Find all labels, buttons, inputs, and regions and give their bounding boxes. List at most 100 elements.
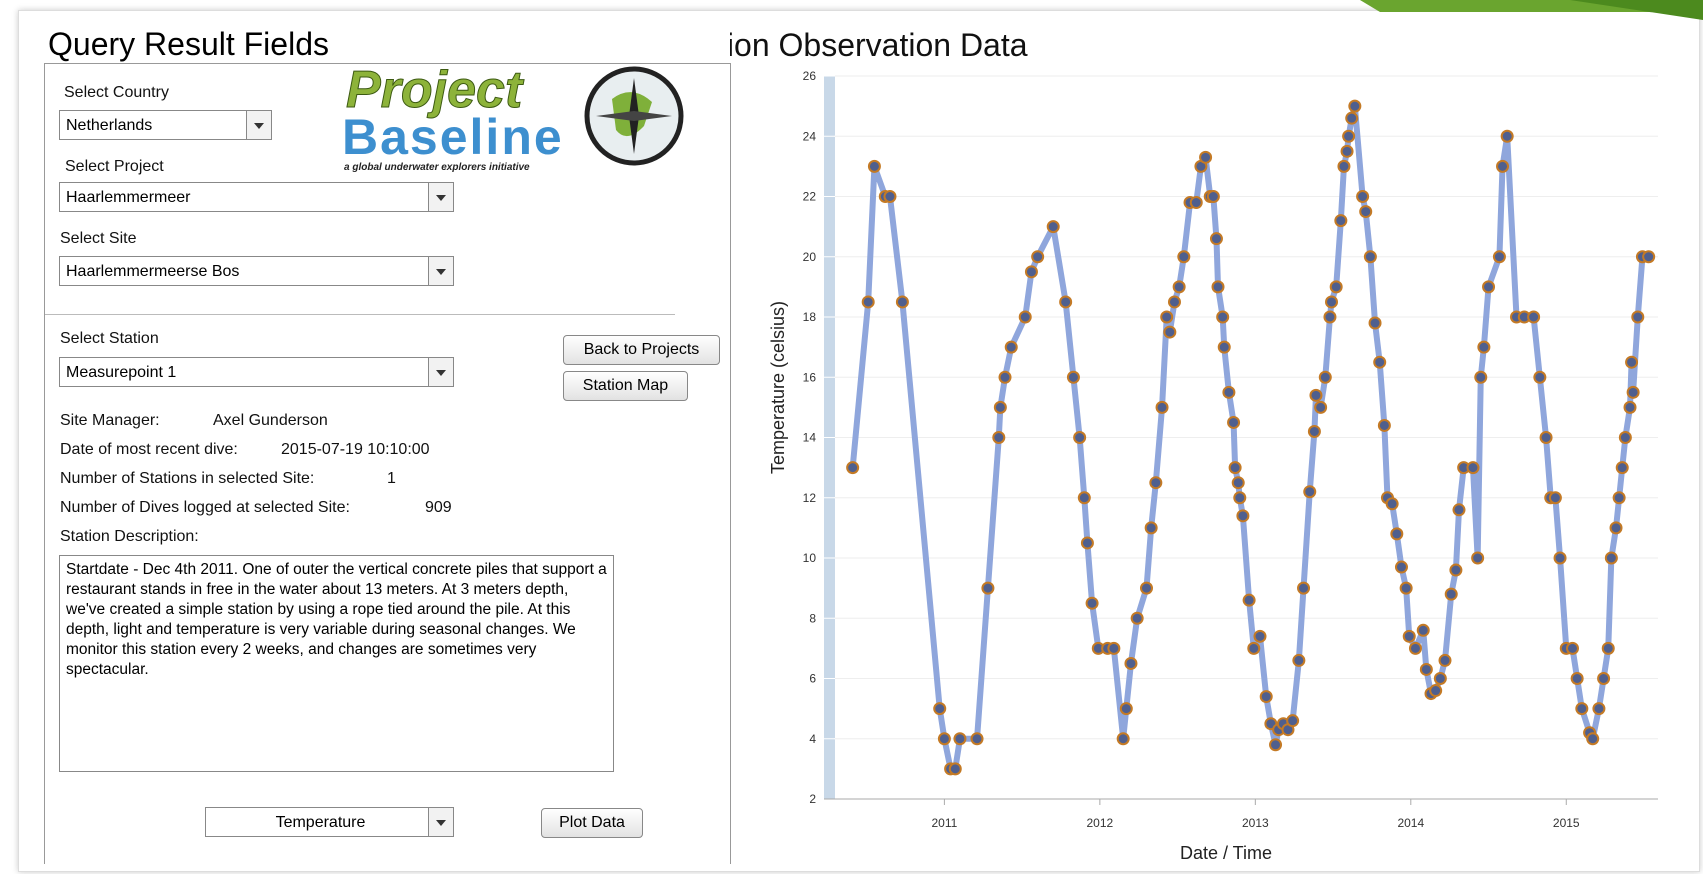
data-point (1227, 415, 1241, 429)
y-tick-label: 2 (809, 792, 816, 806)
country-select[interactable]: Netherlands (59, 110, 272, 140)
data-point (1399, 581, 1413, 595)
plot-button[interactable]: Plot Data (541, 808, 643, 838)
data-point (1325, 295, 1339, 309)
x-tick-label: 2013 (1242, 816, 1269, 830)
data-point (1318, 370, 1332, 384)
logo: Project Baseline a global underwater exp… (342, 61, 687, 174)
parameter-select[interactable]: Temperature (205, 807, 454, 837)
data-point (1419, 662, 1433, 676)
data-point (1345, 111, 1359, 125)
data-point (1631, 310, 1645, 324)
data-point (1222, 385, 1236, 399)
data-point (1077, 491, 1091, 505)
data-point (1216, 310, 1230, 324)
x-tick-label: 2014 (1397, 816, 1424, 830)
data-point (1018, 310, 1032, 324)
description-label: Station Description: (60, 528, 199, 545)
data-point (1471, 551, 1485, 565)
station-value: Measurepoint 1 (66, 364, 177, 381)
data-point (1334, 214, 1348, 228)
data-point (1604, 551, 1618, 565)
parameter-value: Temperature (275, 814, 366, 831)
logo-compass (584, 66, 684, 166)
x-tick-label: 2011 (931, 816, 957, 830)
data-point (1500, 129, 1514, 143)
data-point (1303, 485, 1317, 499)
back-button[interactable]: Back to Projects (563, 335, 720, 365)
data-point (1615, 461, 1629, 475)
station-label: Select Station (60, 330, 159, 347)
data-point (1597, 672, 1611, 685)
data-point (1390, 527, 1404, 541)
frame (18, 10, 1700, 872)
data-point (1211, 280, 1225, 294)
data-point (1496, 159, 1510, 173)
data-point (1359, 205, 1373, 219)
series-line (849, 103, 1649, 772)
data-point (1177, 250, 1191, 264)
info-label: Number of Dives logged at selected Site: (60, 499, 350, 516)
data-point (1482, 280, 1496, 294)
data-point (1059, 295, 1073, 309)
data-point (1309, 388, 1323, 402)
data-point (1217, 340, 1231, 354)
chart: Station Observation Data 246810121416182… (730, 27, 1658, 863)
info-value: Axel Gunderson (213, 412, 328, 429)
data-point (1314, 400, 1328, 414)
data-point (1253, 629, 1267, 643)
data-point (1107, 641, 1121, 655)
data-point (1363, 250, 1377, 264)
data-point (1172, 280, 1186, 294)
y-tick-label: 24 (803, 129, 817, 143)
data-point (1189, 196, 1203, 210)
info-label: Site Manager: (60, 412, 160, 429)
data-point (1163, 325, 1177, 339)
data-point (1356, 190, 1370, 203)
logo-line1: Project (345, 61, 523, 120)
data-point (1167, 295, 1181, 309)
data-point (1575, 702, 1589, 716)
data-point (1149, 476, 1163, 490)
data-point (981, 581, 995, 595)
data-point (1329, 280, 1343, 294)
corner-decoration (1360, 0, 1703, 20)
description-box[interactable]: Startdate - Dec 4th 2011. One of outer t… (59, 555, 614, 772)
data-point (998, 370, 1012, 384)
data-point (1429, 684, 1443, 698)
data-point (1046, 220, 1060, 234)
data-point (1444, 587, 1458, 601)
data-point (1527, 310, 1541, 324)
data-point (1492, 250, 1506, 264)
project-select[interactable]: Haarlemmermeer (59, 182, 454, 212)
data-point (1402, 629, 1416, 643)
data-point (1286, 714, 1300, 728)
divider (45, 314, 675, 315)
data-point (1209, 232, 1223, 246)
data-point (1433, 672, 1447, 685)
data-point (1024, 265, 1038, 279)
site-select[interactable]: Haarlemmermeerse Bos (59, 256, 454, 286)
data-point (1259, 690, 1273, 704)
data-point (1116, 732, 1130, 746)
data-point (1570, 672, 1584, 685)
data-point (1124, 656, 1138, 670)
data-point (1119, 702, 1133, 716)
data-point (1452, 503, 1466, 517)
data-point (1233, 491, 1247, 505)
data-point (1533, 370, 1547, 384)
data-point (1416, 623, 1430, 637)
data-point (1348, 99, 1362, 113)
data-point (933, 702, 947, 716)
data-point (1642, 250, 1656, 264)
x-tick-label: 2012 (1087, 816, 1114, 830)
y-tick-label: 22 (803, 190, 817, 204)
data-point (1565, 641, 1579, 655)
data-point (948, 762, 962, 776)
y-tick-label: 26 (803, 69, 817, 83)
data-point (883, 190, 897, 203)
map-button[interactable]: Station Map (563, 371, 688, 401)
station-select[interactable]: Measurepoint 1 (59, 357, 454, 387)
data-point (1139, 581, 1153, 595)
y-tick-label: 14 (803, 431, 817, 445)
